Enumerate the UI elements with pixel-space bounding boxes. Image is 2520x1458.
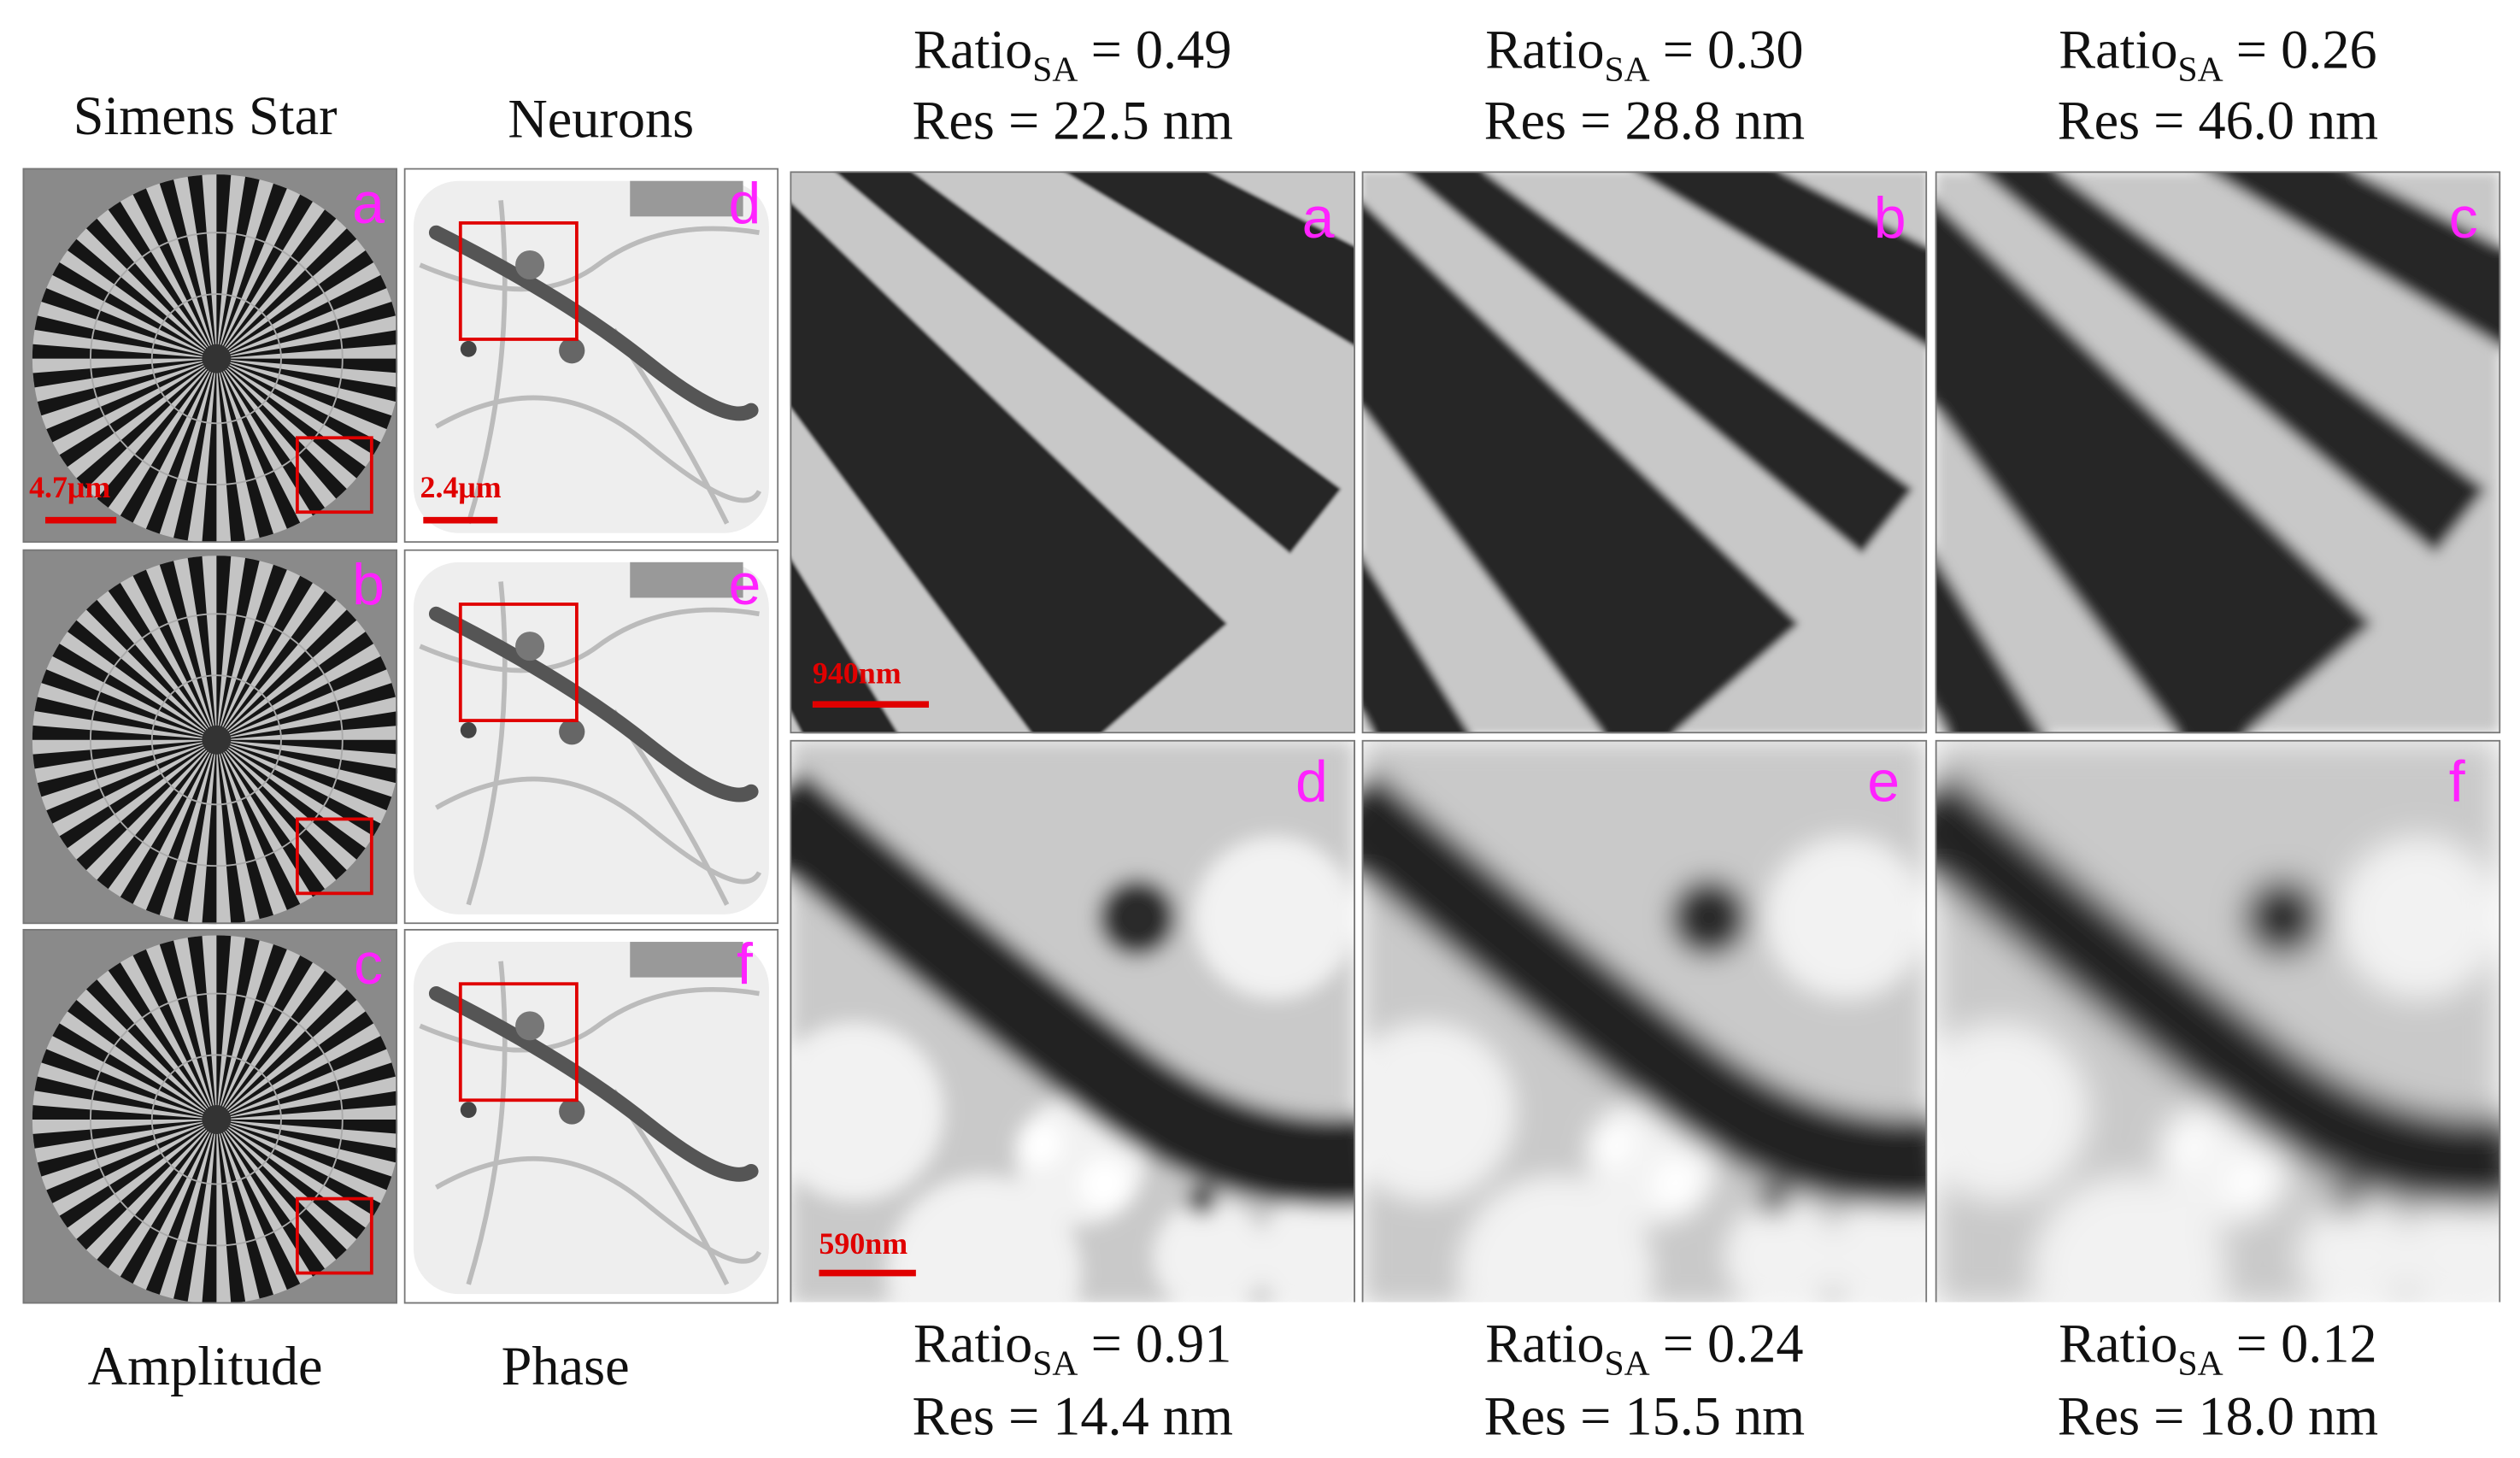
roi-box — [458, 603, 579, 722]
res-label: Res = 22.5 nm — [913, 91, 1233, 151]
panel-label: a — [1302, 185, 1335, 250]
ratio-sub: SA — [1604, 1343, 1649, 1383]
ratio-sub: SA — [2178, 1343, 2223, 1383]
image-content — [22, 928, 398, 1304]
image — [790, 171, 1356, 734]
roi-box — [295, 817, 373, 896]
frame — [403, 928, 779, 1304]
image — [404, 168, 779, 544]
image — [403, 549, 779, 925]
frame — [22, 168, 398, 544]
ratio-sub: SA — [1032, 1343, 1078, 1383]
panel-label: c — [2449, 185, 2478, 250]
panel-label: b — [352, 552, 385, 617]
frame — [790, 739, 1356, 1302]
roi-box — [458, 982, 579, 1102]
panel-label: e — [1867, 750, 1900, 814]
scale-bar-label: 2.4μm — [420, 470, 502, 504]
frame — [1935, 171, 2501, 734]
image-content — [22, 549, 398, 925]
ratio-label: RatioSA = 0.24 — [1485, 1314, 1803, 1383]
panel-label: d — [1295, 750, 1328, 814]
frame — [1361, 739, 1928, 1302]
ratio-label: RatioSA = 0.12 — [2059, 1314, 2376, 1383]
frame — [790, 171, 1356, 734]
image — [403, 928, 779, 1304]
ratio-value: = 0.49 — [1091, 19, 1232, 79]
image — [22, 549, 398, 925]
column-footer: Amplitude — [88, 1336, 323, 1396]
res-label: Res = 46.0 nm — [2058, 91, 2378, 151]
frame — [403, 549, 779, 925]
ratio-value: = 0.12 — [2236, 1314, 2377, 1374]
frame — [22, 549, 398, 925]
frame — [22, 928, 398, 1304]
ratio-label: RatioSA = 0.49 — [913, 19, 1231, 88]
image — [1361, 171, 1928, 734]
res-label: Res = 14.4 nm — [913, 1386, 1233, 1447]
panel-label: a — [352, 171, 385, 236]
image — [1911, 739, 2520, 1370]
frame — [403, 168, 779, 544]
ratio-label: RatioSA = 0.26 — [2059, 19, 2376, 88]
panel-label: d — [729, 171, 761, 236]
scale-bar-label: 940nm — [813, 656, 902, 691]
ratio-sub: SA — [2178, 50, 2223, 89]
ratio-sub: SA — [1032, 50, 1078, 89]
frame — [1935, 739, 2501, 1302]
res-label: Res = 18.0 nm — [2058, 1386, 2378, 1447]
column-header: Simens Star — [73, 85, 338, 146]
ratio-base: Ratio — [1485, 19, 1604, 79]
roi-box — [295, 436, 373, 514]
panel-label: b — [1874, 185, 1906, 250]
panel-label: c — [354, 932, 383, 996]
image — [22, 928, 398, 1304]
frame — [1361, 171, 1928, 734]
ratio-value: = 0.24 — [1663, 1314, 1804, 1374]
panel-label: f — [737, 932, 753, 996]
image-content — [1337, 740, 1959, 1370]
roi-box — [295, 1196, 373, 1275]
image — [1337, 739, 1959, 1370]
res-label: Res = 15.5 nm — [1484, 1386, 1805, 1447]
scale-bar-label: 590nm — [819, 1226, 908, 1261]
ratio-base: Ratio — [913, 1314, 1032, 1374]
image — [22, 168, 398, 544]
image — [790, 739, 1356, 1302]
ratio-base: Ratio — [913, 19, 1032, 79]
ratio-sub: SA — [1604, 50, 1649, 89]
ratio-base: Ratio — [2059, 1314, 2177, 1374]
ratio-value: = 0.26 — [2236, 19, 2377, 79]
scale-bar-label: 4.7μm — [29, 470, 110, 504]
image — [1935, 171, 2501, 734]
ratio-base: Ratio — [2059, 19, 2177, 79]
image-content — [1911, 740, 2520, 1370]
ratio-value: = 0.30 — [1663, 19, 1804, 79]
column-header: Neurons — [508, 89, 694, 150]
ratio-label: RatioSA = 0.91 — [913, 1314, 1231, 1383]
panel-label: e — [729, 552, 761, 617]
panel-label: f — [2449, 750, 2465, 814]
column-footer: Phase — [502, 1336, 630, 1396]
roi-box — [458, 220, 579, 341]
ratio-base: Ratio — [1485, 1314, 1604, 1374]
res-label: Res = 28.8 nm — [1484, 91, 1805, 151]
ratio-label: RatioSA = 0.30 — [1485, 19, 1803, 88]
ratio-value: = 0.91 — [1091, 1314, 1232, 1374]
